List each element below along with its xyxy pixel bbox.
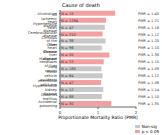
svg-text:PMR = 1.09: PMR = 1.09 [138,67,154,71]
svg-text:Cause of death: Cause of death [62,2,100,8]
svg-text:Accidentalpoisoning: Accidentalpoisoning [38,100,57,108]
svg-text:N = 1284: N = 1284 [61,19,79,23]
svg-text:N = 38: N = 38 [61,39,74,43]
svg-text:N = 64: N = 64 [61,74,74,78]
svg-text:PMR = 1.45: PMR = 1.45 [138,12,154,16]
svg-text:PMR = 1.15: PMR = 1.15 [138,60,154,64]
svg-text:N = 12: N = 12 [61,88,74,92]
svg-text:Proportionate Mortality Ratio: Proportionate Mortality Ratio (PMR) [58,115,138,120]
svg-text:N = 180: N = 180 [61,67,77,71]
svg-text:PMR = 1.12: PMR = 1.12 [138,74,154,78]
svg-text:PMR = 1.12: PMR = 1.12 [138,33,154,37]
svg-text:Cirrhosisof theliver: Cirrhosisof theliver [41,36,57,47]
svg-text:Otherheartdisease: Otherheartdisease [43,43,57,54]
svg-text:N = 15: N = 15 [61,12,74,16]
svg-text:PMR = 1.18: PMR = 1.18 [138,26,154,30]
svg-text:PMR = 1.14: PMR = 1.14 [138,88,154,92]
svg-text:N = 210: N = 210 [61,33,77,37]
svg-text:N = 30: N = 30 [61,102,74,106]
svg-text:N = 88: N = 88 [61,95,74,99]
svg-text:N = 55: N = 55 [61,53,74,57]
svg-text:N = 96: N = 96 [61,46,74,50]
svg-text:PMR = 1.08: PMR = 1.08 [138,81,154,85]
svg-text:PMR = 1.21: PMR = 1.21 [138,19,154,23]
svg-text:PMR = 1.10: PMR = 1.10 [138,46,154,50]
svg-text:N = 22: N = 22 [61,60,74,64]
svg-text:PMR = 1.30: PMR = 1.30 [138,53,154,57]
svg-text:N = 42: N = 42 [61,26,74,30]
svg-text:N = 47: N = 47 [61,81,74,85]
svg-text:PMR = 1.20: PMR = 1.20 [138,39,154,43]
svg-text:PMR = 1.10: PMR = 1.10 [138,95,154,99]
svg-text:PMR = 1.35: PMR = 1.35 [138,102,154,106]
